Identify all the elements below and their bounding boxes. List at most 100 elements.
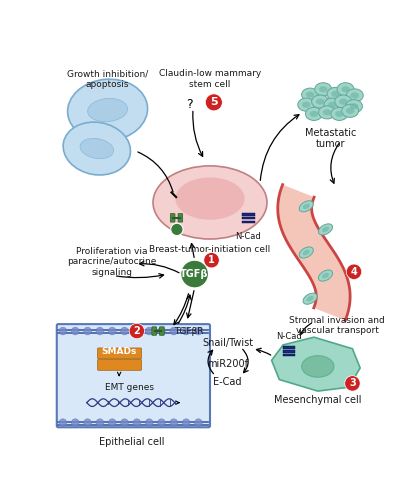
Text: N-Cad: N-Cad [236, 232, 261, 240]
FancyBboxPatch shape [283, 354, 295, 356]
Ellipse shape [80, 138, 114, 158]
Ellipse shape [346, 89, 363, 102]
Ellipse shape [315, 82, 332, 96]
Circle shape [170, 419, 178, 426]
Ellipse shape [319, 106, 335, 119]
Circle shape [171, 223, 183, 235]
FancyBboxPatch shape [170, 214, 175, 222]
Circle shape [96, 327, 104, 335]
FancyBboxPatch shape [243, 213, 255, 216]
Circle shape [182, 327, 190, 335]
Ellipse shape [88, 98, 128, 122]
Text: 4: 4 [351, 267, 357, 277]
Circle shape [145, 327, 153, 335]
Ellipse shape [328, 102, 337, 107]
Ellipse shape [346, 100, 362, 112]
FancyBboxPatch shape [243, 221, 255, 223]
Circle shape [108, 327, 116, 335]
Circle shape [157, 419, 165, 426]
Text: 3: 3 [349, 378, 356, 388]
Polygon shape [272, 337, 360, 391]
Ellipse shape [331, 91, 340, 97]
FancyBboxPatch shape [57, 324, 210, 428]
Circle shape [72, 419, 79, 426]
Ellipse shape [306, 92, 315, 98]
Ellipse shape [335, 111, 344, 117]
FancyBboxPatch shape [178, 214, 183, 222]
FancyBboxPatch shape [283, 346, 295, 349]
Text: Snail/Twist: Snail/Twist [202, 338, 253, 348]
Ellipse shape [322, 273, 329, 278]
FancyBboxPatch shape [152, 327, 157, 336]
Circle shape [346, 264, 362, 280]
Text: 1: 1 [208, 255, 215, 265]
Ellipse shape [327, 88, 344, 101]
Ellipse shape [303, 250, 310, 256]
Text: ?: ? [186, 98, 193, 111]
Ellipse shape [322, 226, 329, 232]
Ellipse shape [331, 108, 348, 120]
Text: N-Cad: N-Cad [276, 332, 302, 341]
Circle shape [204, 252, 219, 268]
Circle shape [108, 419, 116, 426]
Ellipse shape [67, 79, 148, 141]
Circle shape [84, 327, 92, 335]
Ellipse shape [350, 103, 358, 110]
Ellipse shape [303, 204, 310, 209]
Ellipse shape [341, 86, 350, 92]
Ellipse shape [306, 108, 322, 120]
Circle shape [133, 327, 141, 335]
Circle shape [59, 327, 67, 335]
Circle shape [195, 419, 202, 426]
Circle shape [145, 419, 153, 426]
Circle shape [345, 376, 360, 391]
Ellipse shape [346, 108, 354, 114]
Text: 2: 2 [133, 326, 140, 336]
Text: EMT genes: EMT genes [105, 384, 154, 392]
Polygon shape [278, 184, 350, 320]
Text: TGFβ: TGFβ [180, 269, 209, 279]
Text: Proliferation via
paracrine/autocrine
signaling: Proliferation via paracrine/autocrine si… [67, 247, 157, 276]
Ellipse shape [299, 247, 313, 258]
FancyBboxPatch shape [98, 348, 142, 359]
Circle shape [205, 94, 222, 111]
Ellipse shape [302, 102, 310, 107]
Ellipse shape [342, 104, 359, 118]
Ellipse shape [303, 293, 317, 304]
Ellipse shape [175, 178, 245, 220]
Circle shape [157, 327, 165, 335]
Text: TGFβR: TGFβR [174, 326, 203, 336]
Circle shape [96, 419, 104, 426]
Circle shape [59, 419, 67, 426]
Ellipse shape [319, 224, 333, 235]
Ellipse shape [301, 88, 319, 101]
Ellipse shape [316, 98, 324, 104]
Ellipse shape [319, 86, 328, 92]
Text: Growth inhibition/
apoptosis: Growth inhibition/ apoptosis [67, 69, 148, 88]
Ellipse shape [63, 122, 130, 175]
FancyBboxPatch shape [98, 360, 142, 370]
Text: Mesenchymal cell: Mesenchymal cell [274, 395, 362, 405]
Text: E-Cad: E-Cad [213, 377, 242, 387]
Ellipse shape [337, 82, 354, 96]
Circle shape [121, 327, 128, 335]
Ellipse shape [310, 111, 318, 117]
Circle shape [133, 419, 141, 426]
Text: Epithelial cell: Epithelial cell [99, 438, 164, 448]
Ellipse shape [301, 356, 334, 377]
Circle shape [182, 419, 190, 426]
Ellipse shape [324, 98, 341, 111]
FancyBboxPatch shape [283, 350, 295, 352]
Ellipse shape [299, 200, 313, 212]
Ellipse shape [323, 110, 331, 116]
Circle shape [129, 324, 144, 338]
Text: miR200f: miR200f [207, 359, 248, 369]
Ellipse shape [319, 270, 333, 281]
Text: Breast-tumor-initiation cell: Breast-tumor-initiation cell [149, 245, 271, 254]
Text: Stromal invasion and
vascular transport: Stromal invasion and vascular transport [289, 316, 385, 335]
Text: 5: 5 [210, 98, 218, 108]
FancyBboxPatch shape [160, 327, 164, 336]
Ellipse shape [351, 92, 359, 98]
Text: Claudin-low mammary
stem cell: Claudin-low mammary stem cell [159, 69, 261, 88]
Circle shape [121, 419, 128, 426]
